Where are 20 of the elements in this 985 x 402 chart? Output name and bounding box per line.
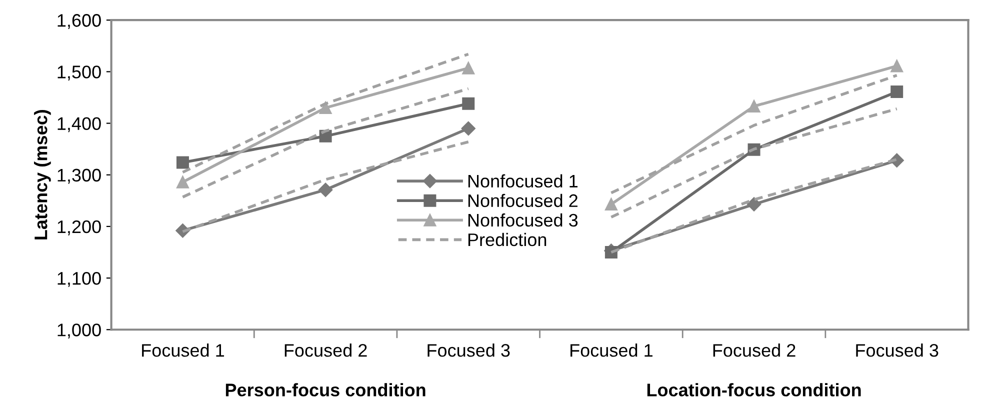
y-tick-label: 1,300 [58, 168, 101, 184]
x-tick-label: Focused 2 [284, 344, 367, 357]
y-tick-label: 1,500 [58, 66, 101, 81]
y-axis-title: Latency (msec) [34, 110, 51, 240]
x-tick-label: Focused 3 [856, 344, 938, 357]
y-tick-label: 1,600 [58, 14, 101, 29]
y-tick-label: 1,200 [58, 220, 101, 236]
text: Person-focus condition [226, 383, 426, 396]
text: Location-focus condition [647, 383, 861, 396]
legend-label: Nonfocused 3 [468, 213, 578, 227]
x-tick-label: Focused 3 [428, 344, 510, 357]
y-tick-label: 1,000 [58, 324, 101, 338]
legend-label: Nonfocused 1 [468, 174, 578, 188]
y-tick-label: 1,100 [58, 272, 101, 287]
legend-label: Prediction [468, 232, 546, 246]
x-tick-label: Focused 1 [142, 344, 224, 357]
legend-label: Nonfocused 2 [468, 194, 578, 208]
x-tick-label: Focused 2 [713, 344, 796, 357]
x-tick-label: Focused 1 [570, 344, 652, 357]
y-tick-label: 1,400 [58, 117, 101, 132]
